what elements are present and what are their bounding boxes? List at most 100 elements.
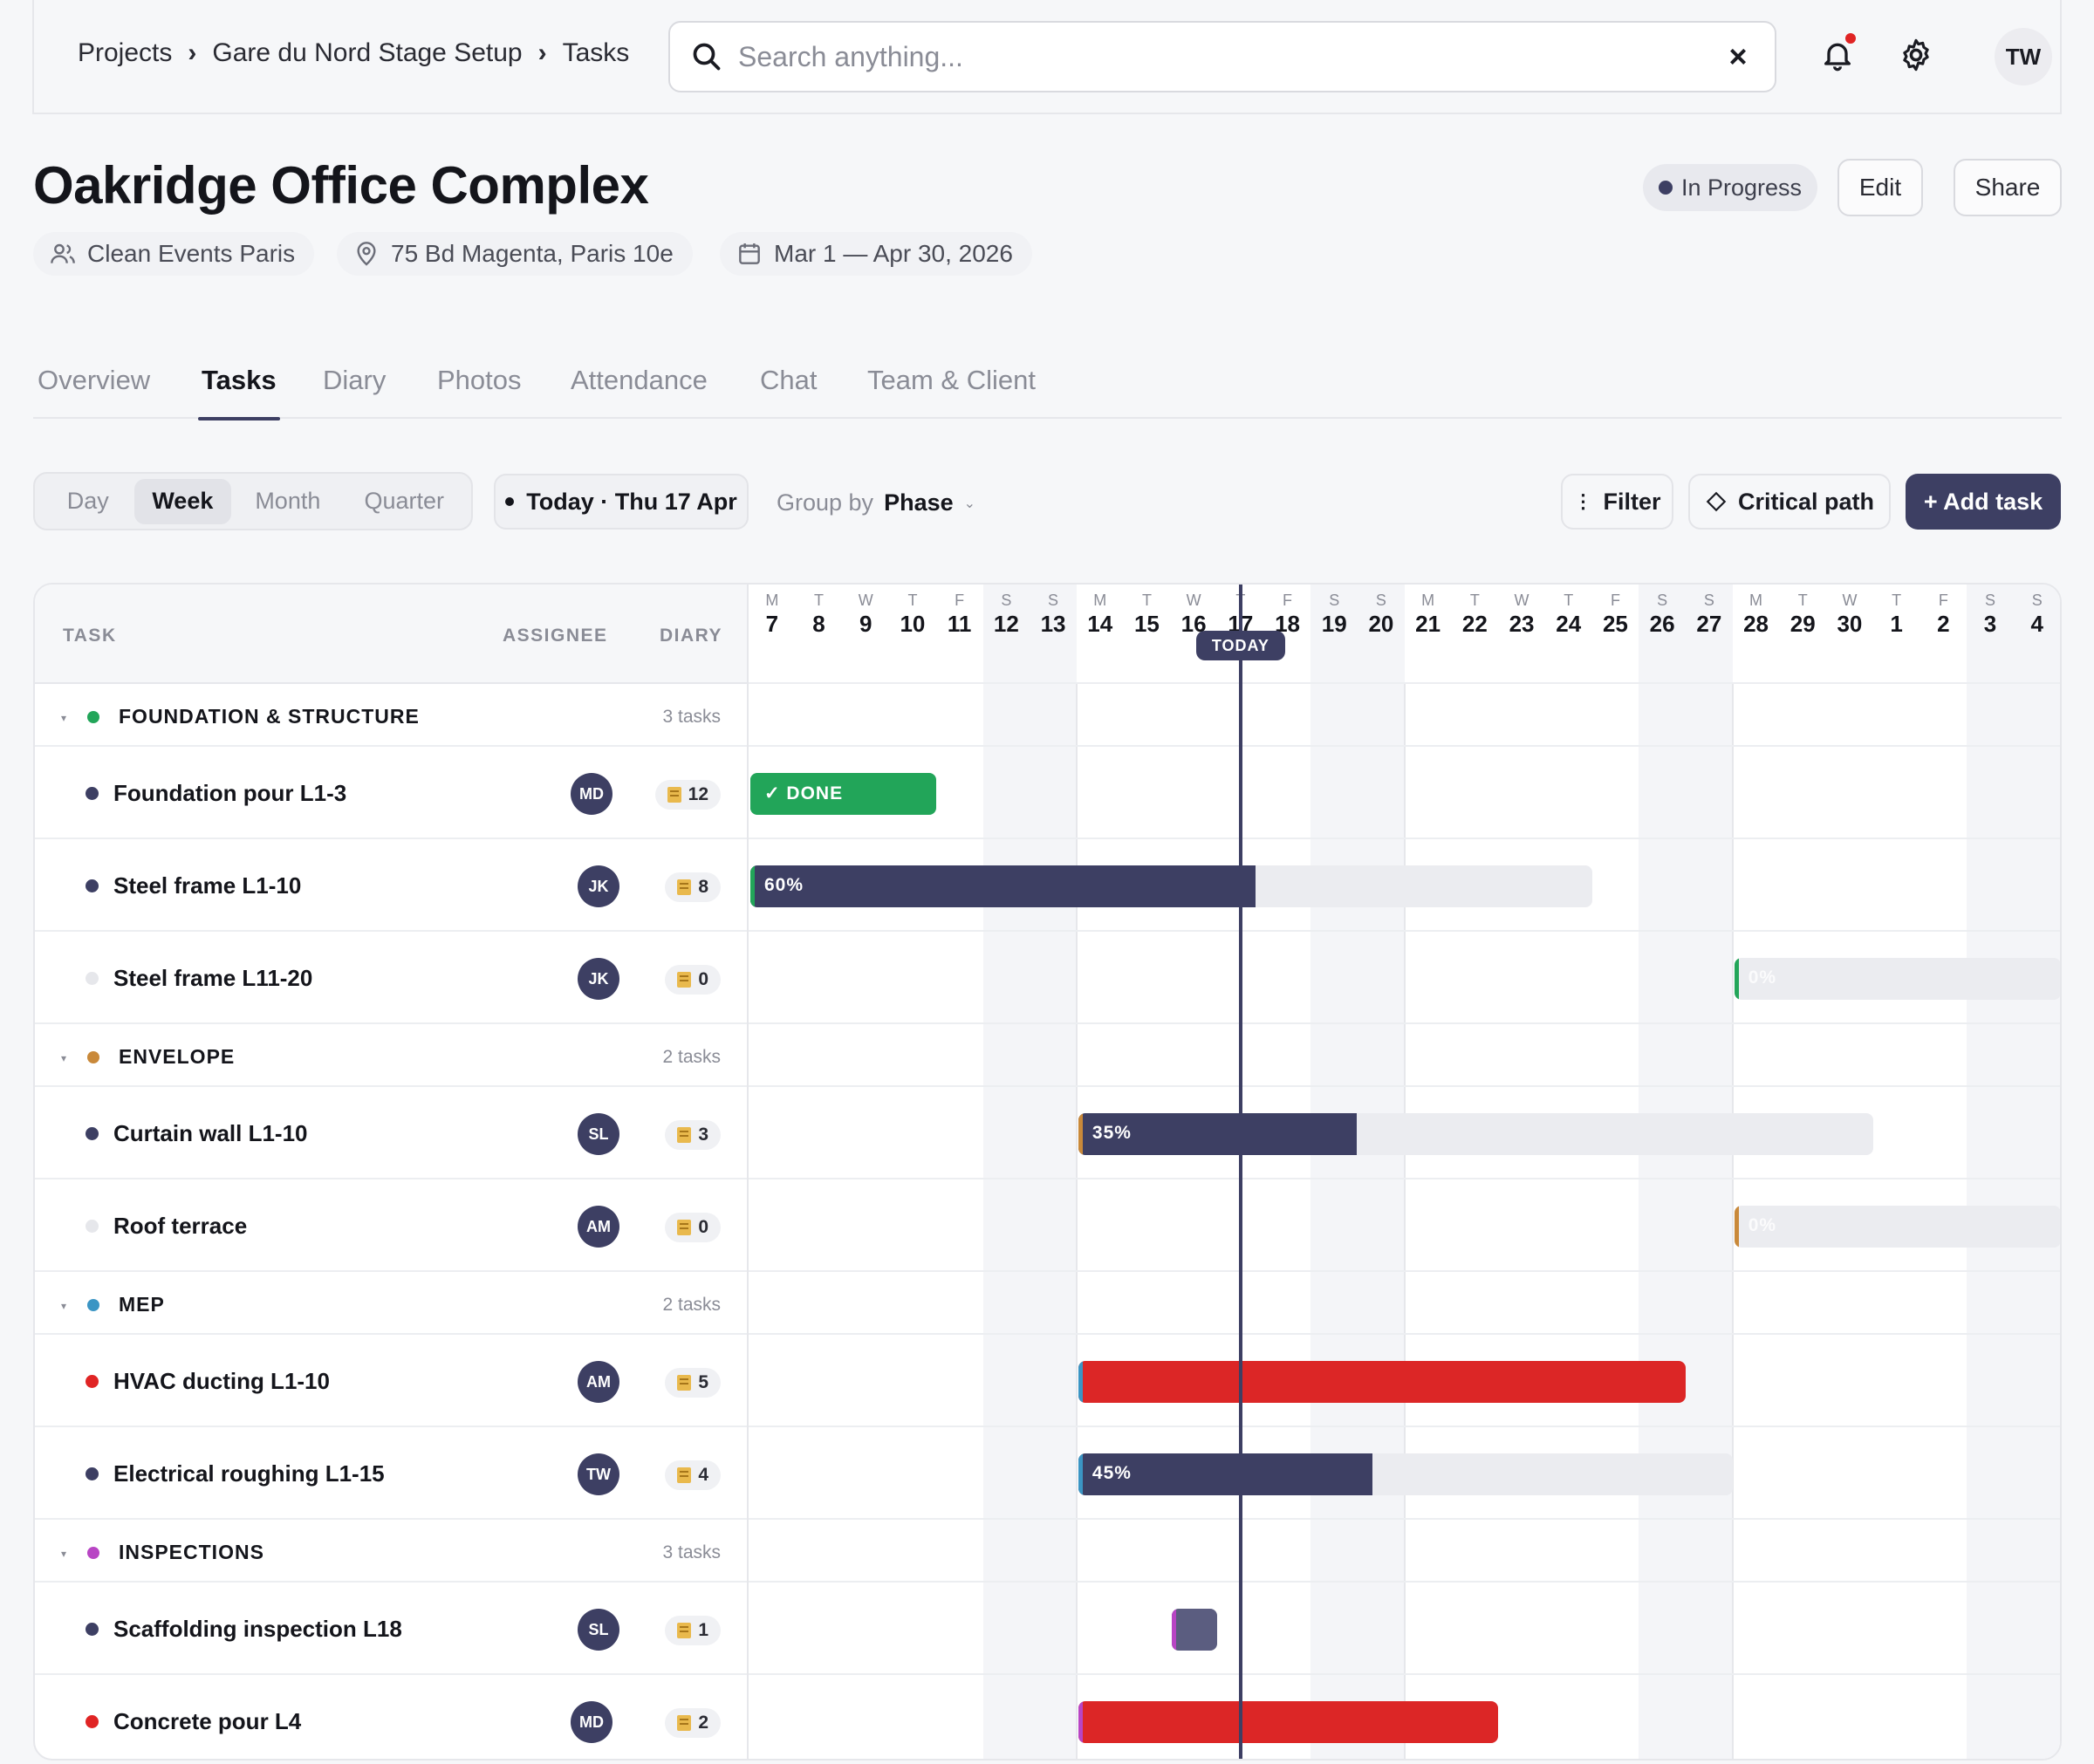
phase-row[interactable]: ▾ MEP 2 tasks (35, 1272, 747, 1335)
today-line (1238, 585, 1242, 1759)
task-name[interactable]: Foundation pour L1-3 (113, 780, 347, 806)
view-day[interactable]: Day (66, 488, 109, 514)
task-row[interactable]: Foundation pour L1-3 MD 12 (35, 747, 747, 839)
diary-count: 0 (698, 969, 708, 989)
diary-count-badge[interactable]: 2 (665, 1708, 721, 1738)
tab-overview[interactable]: Overview (38, 365, 151, 395)
task-bar[interactable]: ✓ DONE (750, 773, 936, 815)
bell-icon[interactable] (1814, 31, 1861, 79)
breadcrumb-project[interactable]: Gare du Nord Stage Setup (212, 38, 523, 67)
caret-down-icon[interactable]: ▾ (61, 1052, 67, 1064)
day-letter: S (1048, 591, 1059, 609)
assignee-avatar[interactable]: SL (578, 1609, 619, 1651)
filter-button[interactable]: ⋮ Filter (1561, 474, 1673, 530)
tab-photos[interactable]: Photos (437, 365, 522, 395)
task-name[interactable]: Scaffolding inspection L18 (113, 1616, 402, 1642)
day-letter: S (1985, 591, 1996, 609)
view-week[interactable]: Week (133, 478, 232, 524)
phase-accent (1078, 1113, 1083, 1155)
diary-count-badge[interactable]: 0 (665, 965, 721, 995)
day-header: T 29 (1779, 585, 1826, 647)
diary-count-badge[interactable]: 1 (665, 1616, 721, 1645)
task-row[interactable]: Scaffolding inspection L18 SL 1 (35, 1583, 747, 1675)
phase-row[interactable]: ▾ INSPECTIONS 3 tasks (35, 1520, 747, 1583)
add-task-button[interactable]: + Add task (1906, 474, 2061, 530)
task-bar[interactable]: 60% (750, 865, 1592, 907)
caret-down-icon[interactable]: ▾ (61, 712, 67, 724)
task-name[interactable]: Roof terrace (113, 1213, 248, 1239)
tab-chat[interactable]: Chat (760, 365, 818, 395)
task-row[interactable]: Roof terrace AM 0 (35, 1179, 747, 1272)
diary-count-badge[interactable]: 8 (665, 872, 721, 902)
task-name[interactable]: Concrete pour L4 (113, 1708, 302, 1734)
gear-icon[interactable] (1892, 31, 1940, 79)
phase-accent (1734, 958, 1739, 1000)
task-name[interactable]: Curtain wall L1-10 (113, 1120, 308, 1146)
diary-count-badge[interactable]: 5 (665, 1368, 721, 1398)
task-row[interactable]: Steel frame L1-10 JK 8 (35, 839, 747, 932)
task-row[interactable]: Electrical roughing L1-15 TW 4 (35, 1427, 747, 1520)
diary-count: 4 (698, 1465, 708, 1485)
today-button[interactable]: Today · Thu 17 Apr (494, 474, 749, 530)
task-row[interactable]: Concrete pour L4 MD 2 (35, 1675, 747, 1759)
weekend-column (2013, 585, 2060, 1759)
breadcrumb-projects[interactable]: Projects (78, 38, 173, 67)
phase-row[interactable]: ▾ FOUNDATION & STRUCTURE 3 tasks (35, 684, 747, 747)
task-bar[interactable]: 45% (1078, 1453, 1733, 1495)
user-avatar[interactable]: TW (1995, 28, 2052, 85)
task-row[interactable]: Curtain wall L1-10 SL 3 (35, 1087, 747, 1179)
task-row[interactable]: HVAC ducting L1-10 AM 5 (35, 1335, 747, 1427)
day-header: M 14 (1077, 585, 1124, 647)
assignee-avatar[interactable]: MD (571, 1701, 612, 1743)
assignee-avatar[interactable]: AM (578, 1361, 619, 1403)
task-name[interactable]: Electrical roughing L1-15 (113, 1460, 385, 1487)
task-name[interactable]: Steel frame L1-10 (113, 872, 302, 899)
day-number: 15 (1133, 611, 1160, 637)
task-list: ▾ FOUNDATION & STRUCTURE 3 tasks Foundation… (35, 684, 749, 1759)
day-header: T 15 (1124, 585, 1171, 647)
assignee-avatar[interactable]: SL (578, 1113, 619, 1155)
task-row[interactable]: Steel frame L11-20 JK 0 (35, 932, 747, 1024)
assignee-avatar[interactable]: MD (571, 773, 612, 815)
assignee-avatar[interactable]: JK (578, 958, 619, 1000)
tab-diary[interactable]: Diary (323, 365, 387, 395)
share-button[interactable]: Share (1954, 159, 2062, 216)
task-bar[interactable]: 0% (1734, 1206, 2060, 1248)
diary-count-badge[interactable]: 4 (665, 1460, 721, 1490)
column-assignee: ASSIGNEE (503, 626, 608, 646)
assignee-avatar[interactable]: AM (578, 1206, 619, 1248)
search-input[interactable] (738, 40, 1722, 73)
task-bar[interactable] (1078, 1701, 1499, 1743)
task-bar[interactable]: 35% (1078, 1113, 1873, 1155)
gantt-chart: TASK ASSIGNEE DIARY ▾ FOUNDATION & STRUCT… (33, 583, 2062, 1761)
tab-attendance[interactable]: Attendance (571, 365, 708, 395)
caret-down-icon[interactable]: ▾ (61, 1548, 67, 1560)
status-label: In Progress (1681, 174, 1803, 201)
caret-down-icon[interactable]: ▾ (61, 1300, 67, 1312)
phase-color-dot (87, 1547, 99, 1559)
diary-count-badge[interactable]: 3 (665, 1120, 721, 1150)
task-name[interactable]: Steel frame L11-20 (113, 965, 313, 991)
edit-button[interactable]: Edit (1837, 159, 1923, 216)
task-name[interactable]: HVAC ducting L1-10 (113, 1368, 330, 1394)
breadcrumb-tasks[interactable]: Tasks (562, 38, 630, 67)
diary-count-badge[interactable]: 0 (665, 1213, 721, 1242)
task-bar[interactable] (1172, 1609, 1217, 1651)
assignee-avatar[interactable]: JK (578, 865, 619, 907)
tab-tasks[interactable]: Tasks (198, 365, 280, 420)
task-bar[interactable]: 0% (1734, 958, 2060, 1000)
row-divider (749, 1673, 2060, 1675)
phase-row[interactable]: ▾ ENVELOPE 2 tasks (35, 1024, 747, 1087)
close-icon[interactable]: × (1728, 38, 1748, 74)
view-quarter[interactable]: Quarter (364, 488, 445, 514)
tab-team-client[interactable]: Team & Client (867, 365, 1036, 395)
group-by-select[interactable]: Group by Phase ⌄ (777, 489, 975, 516)
task-bar[interactable] (1078, 1361, 1686, 1403)
notebook-icon (677, 1623, 692, 1638)
view-month[interactable]: Month (255, 488, 321, 514)
diary-count-badge[interactable]: 12 (654, 780, 721, 810)
day-letter: F (1283, 591, 1293, 609)
assignee-avatar[interactable]: TW (578, 1453, 619, 1495)
critical-path-button[interactable]: Critical path (1688, 474, 1891, 530)
task-list-header: TASK ASSIGNEE DIARY (35, 585, 749, 684)
